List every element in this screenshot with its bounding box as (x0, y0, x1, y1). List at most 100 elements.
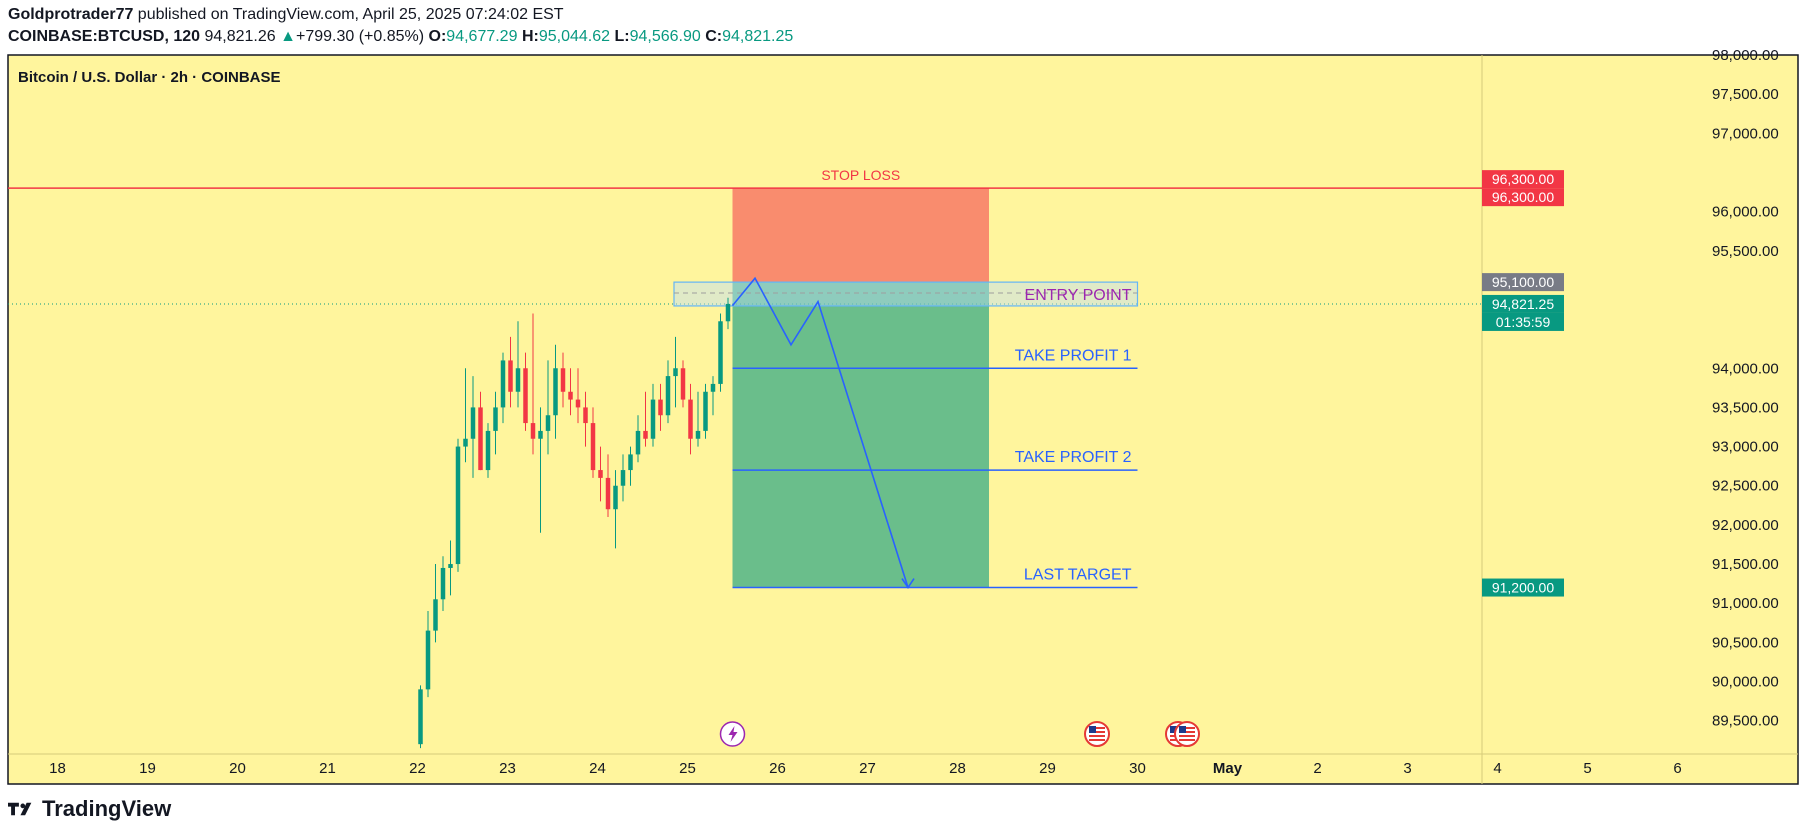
candle (710, 376, 716, 416)
x-tick-label: 28 (949, 760, 966, 777)
projection-arrowhead (901, 578, 915, 589)
last-price: 94,821.26 (204, 28, 276, 45)
published-text: published on TradingView.com, April 25, … (133, 6, 564, 23)
up-arrow-icon: ▲ (280, 28, 296, 45)
y-tick-label: 93,500.00 (1712, 399, 1779, 416)
us-flag-event-icon (1174, 721, 1200, 747)
x-tick-label: 24 (589, 760, 606, 777)
flag-circle (1174, 721, 1200, 747)
candle (680, 360, 686, 408)
candle-body (553, 368, 558, 416)
candle (688, 383, 693, 455)
candle-body (523, 368, 528, 424)
author-name[interactable]: Goldprotrader77 (8, 6, 134, 23)
price-badge-label: 91,200.00 (1492, 580, 1554, 596)
x-tick-label: 4 (1493, 760, 1501, 777)
x-tick-label: 27 (859, 760, 876, 777)
x-tick-label: 29 (1039, 760, 1056, 777)
high-value: 95,044.62 (538, 28, 611, 45)
candle (718, 313, 723, 392)
y-tick-label: 92,500.00 (1712, 478, 1779, 495)
us-flag-event-icon (1084, 721, 1110, 747)
price-badge-label: 96,300.00 (1492, 171, 1554, 187)
symbol-label: COINBASE:BTCUSD, 120 (8, 28, 201, 45)
candle (515, 321, 521, 408)
flag-stripe (1179, 735, 1195, 737)
x-tick-label: 23 (499, 760, 516, 777)
candle (478, 391, 483, 471)
candle (560, 352, 566, 408)
x-tick-label: 6 (1673, 760, 1681, 777)
price-badge-bg (1482, 294, 1564, 313)
take-profit-1-label: TAKE PROFIT 1 (1015, 347, 1132, 364)
y-tick-label: 92,000.00 (1712, 517, 1779, 534)
candle (530, 313, 536, 455)
candle-body (665, 376, 671, 416)
price-badge: 96,300.00 (1482, 188, 1564, 207)
y-tick-label: 97,500.00 (1712, 86, 1779, 103)
candle-body (703, 391, 708, 431)
price-badge-label: 01:35:59 (1496, 314, 1551, 330)
take-profit-2-label: TAKE PROFIT 2 (1015, 449, 1132, 466)
price-change: +799.30 (+0.85%) (295, 28, 425, 45)
candle (725, 297, 731, 330)
y-tick-label: 96,000.00 (1712, 204, 1779, 221)
candle (598, 446, 603, 502)
candle-body (478, 407, 483, 471)
candle (455, 438, 461, 572)
candle-body (418, 689, 423, 745)
x-tick-label: 2 (1313, 760, 1321, 777)
candle (695, 391, 701, 447)
price-badge-bg (1482, 578, 1564, 597)
tradingview-brand: TradingView (8, 796, 171, 822)
candle (665, 360, 671, 424)
price-chart[interactable]: Bitcoin / U.S. Dollar · 2h · COINBASE 98,… (0, 0, 1806, 790)
flag-stripe (1089, 735, 1105, 737)
x-tick-label: 26 (769, 760, 786, 777)
price-badge: 95,100.00 (1482, 273, 1564, 292)
flag-canton (1089, 726, 1096, 733)
candle-body (643, 430, 648, 439)
flag-stripe (1089, 739, 1105, 741)
stop-loss-zone (732, 188, 989, 283)
candle-body (688, 399, 693, 439)
flag-stripe (1179, 731, 1195, 733)
entry-point-label: ENTRY POINT (1025, 287, 1132, 304)
x-tick-label: 3 (1403, 760, 1411, 777)
candle (470, 376, 476, 478)
candle-body (425, 630, 431, 690)
low-label: L: (614, 28, 630, 45)
candle (650, 383, 656, 447)
price-badge: 94,821.25 (1482, 294, 1564, 313)
flag-canton (1170, 726, 1177, 733)
x-tick-label: 22 (409, 760, 426, 777)
candle-body (560, 368, 566, 392)
y-tick-label: 91,000.00 (1712, 595, 1779, 612)
x-tick-label: 21 (319, 760, 336, 777)
x-tick-label: 25 (679, 760, 696, 777)
y-tick-label: 95,500.00 (1712, 243, 1779, 260)
candle (620, 454, 626, 502)
stop-loss-label: STOP LOSS (821, 167, 900, 183)
candle-body (485, 430, 491, 471)
candle (658, 383, 663, 431)
candle-body (448, 564, 453, 568)
candle-body (530, 423, 536, 439)
price-badge-bg (1482, 273, 1564, 292)
flash-bolt (728, 726, 738, 742)
candle-body (598, 470, 603, 478)
entry-box (673, 281, 1139, 307)
candle (605, 454, 611, 518)
x-tick-label: 5 (1583, 760, 1591, 777)
candle-body (710, 383, 716, 392)
candle (493, 391, 498, 455)
candle-body (470, 407, 476, 439)
price-badge-label: 94,821.25 (1492, 296, 1554, 312)
candle (628, 446, 633, 486)
candle-body (583, 407, 588, 424)
candle-body (613, 485, 618, 510)
y-tick-label: 90,000.00 (1712, 674, 1779, 691)
candle (485, 423, 491, 478)
candle (508, 336, 513, 408)
candle-body (620, 470, 626, 486)
